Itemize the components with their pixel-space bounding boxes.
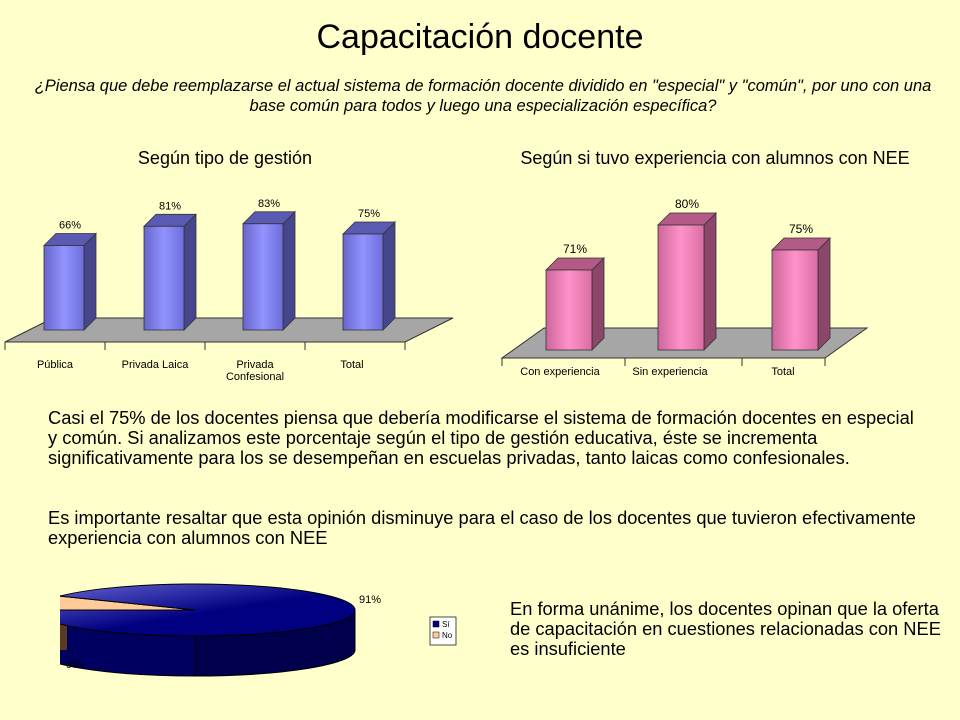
tick-label: Privada Laica (122, 359, 190, 371)
tick-label: Total (771, 366, 794, 378)
bar (242, 223, 284, 331)
data-label-si: 91% (359, 594, 381, 606)
bar (342, 233, 384, 331)
tick-label: Pública (37, 359, 74, 371)
chart2-title: Según si tuvo experiencia con alumnos co… (520, 148, 910, 168)
data-label: 75% (789, 222, 813, 236)
pie-slice-no (60, 595, 196, 611)
legend-label: No (442, 631, 453, 640)
bar (43, 245, 85, 331)
pie-side-no (60, 610, 67, 650)
bar-side (183, 213, 197, 331)
data-label-no: 9% (66, 659, 82, 671)
chart-floor (4, 317, 454, 343)
survey-question: ¿Piensa que debe reemplazarse el actual … (34, 77, 932, 115)
tick-label: Privada (236, 359, 274, 371)
data-label: 81% (159, 200, 181, 212)
bar (657, 224, 705, 351)
chart-pie-oferta: 91% 9% Sí No (60, 583, 457, 677)
data-label: 75% (358, 208, 380, 220)
pie-slice-si (60, 583, 356, 637)
chart1-title: Según tipo de gestión (137, 148, 313, 168)
tick-label: Confesional (226, 371, 284, 383)
bar-side (83, 232, 97, 331)
bar-side (591, 257, 605, 351)
tick-label: Con experiencia (520, 366, 600, 378)
data-label: 80% (675, 197, 699, 211)
chart-gestion: 66% 81% 83% 75% Pública Privada Laica PrivadaC… (4, 198, 454, 383)
data-label: 66% (59, 220, 81, 232)
paragraph-nee: Es importante resaltar que esta opinión … (48, 507, 916, 548)
tick-label: Sin experiencia (632, 366, 708, 378)
data-label: 83% (258, 198, 280, 210)
paragraph-conclusion: En forma unánime, los docentes opinan qu… (510, 598, 941, 659)
paragraph-summary: Casi el 75% de los docentes piensa que d… (48, 407, 914, 468)
legend-swatch (432, 620, 440, 628)
bar-side (282, 210, 296, 331)
slide-title: Capacitación docente (316, 18, 644, 56)
data-label: 71% (563, 242, 587, 256)
bar-side (817, 237, 831, 351)
chart-experiencia-nee: 71% 80% 75% Con experiencia Sin experiencia T… (500, 197, 869, 378)
bar (143, 225, 185, 331)
tick-label: Total (340, 359, 363, 371)
bar-side (703, 212, 717, 351)
legend-label: Sí (442, 620, 450, 629)
bar (771, 249, 819, 351)
bar-side (382, 221, 396, 331)
legend-swatch (432, 631, 440, 639)
bar (545, 269, 593, 351)
